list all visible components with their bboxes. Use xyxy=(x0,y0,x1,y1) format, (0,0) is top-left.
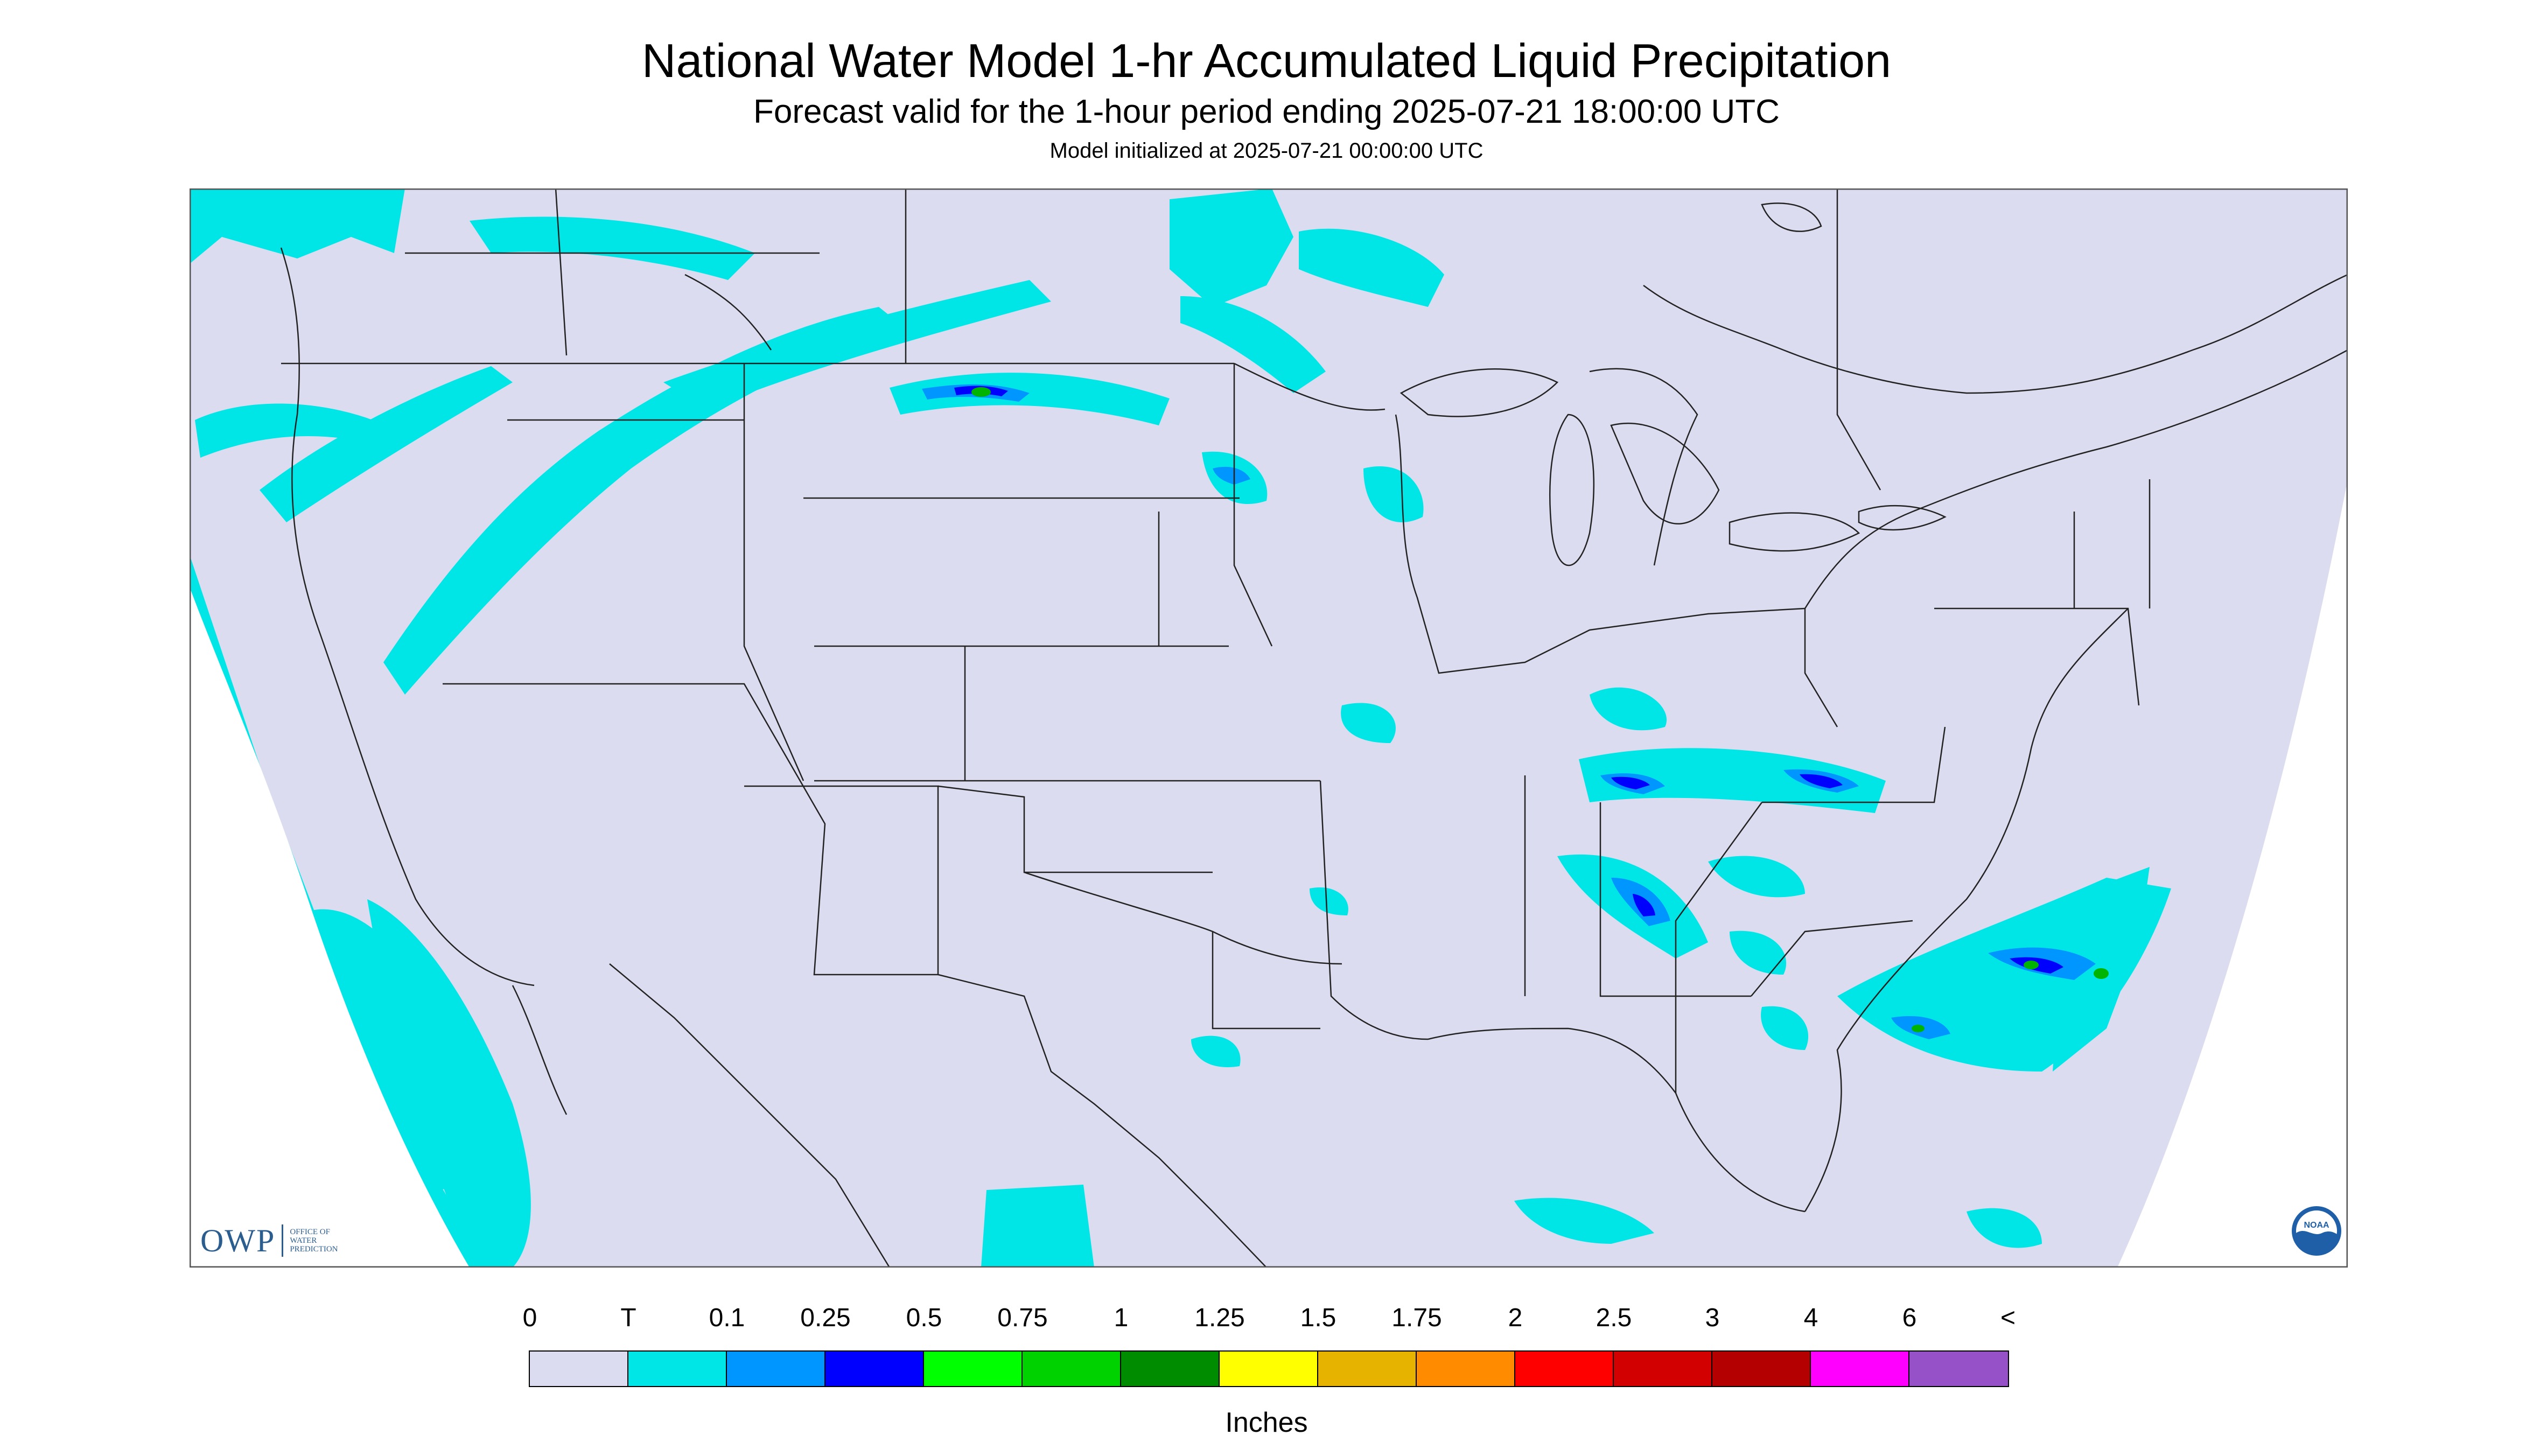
legend-label: < xyxy=(2000,1304,2016,1332)
legend-swatch xyxy=(1515,1352,1614,1386)
legend-units: Inches xyxy=(1225,1407,1308,1438)
model-init-line: Model initialized at 2025-07-21 00:00:00… xyxy=(1049,139,1484,163)
legend-label: 0 xyxy=(522,1304,537,1332)
legend-swatch xyxy=(1220,1352,1318,1386)
legend-swatch xyxy=(727,1352,825,1386)
legend-swatch xyxy=(1318,1352,1417,1386)
legend-label: 0.1 xyxy=(709,1304,745,1332)
legend-label: 0.5 xyxy=(906,1304,942,1332)
legend-label: 1.75 xyxy=(1391,1304,1442,1332)
legend-swatch xyxy=(1712,1352,1811,1386)
legend-label: 2.5 xyxy=(1596,1304,1632,1332)
legend-swatch xyxy=(1417,1352,1515,1386)
legend-swatch xyxy=(1121,1352,1220,1386)
legend-label: 4 xyxy=(1803,1304,1818,1332)
legend-swatch xyxy=(1023,1352,1121,1386)
state-and-country-boundaries xyxy=(280,188,2348,1268)
precip-area-northern-plains-band xyxy=(663,280,1170,425)
noaa-logo: NOAA xyxy=(2292,1206,2341,1256)
domain-edge-east xyxy=(2117,479,2348,1268)
noaa-logo-text: NOAA xyxy=(2304,1221,2329,1230)
legend-label: 2 xyxy=(1508,1304,1523,1332)
precip-area-southeast-cells xyxy=(1557,854,1809,1050)
domain-edge-west-mask xyxy=(190,587,470,1268)
precip-area-ohio-valley-cells xyxy=(1579,748,1886,813)
legend-swatch xyxy=(1811,1352,1909,1386)
forecast-valid-subtitle: Forecast valid for the 1-hour period end… xyxy=(753,93,1780,130)
legend-label: 0.75 xyxy=(997,1304,1048,1332)
legend-color-bar xyxy=(529,1350,2009,1387)
precipitation-map: .trace { fill: #00e6e6; } .light { fill:… xyxy=(190,188,2348,1268)
legend-label: 6 xyxy=(1902,1304,1917,1332)
owp-logo-text: OFFICE OF WATER PREDICTION xyxy=(290,1228,338,1254)
legend-label: 3 xyxy=(1705,1304,1720,1332)
chart-title: National Water Model 1-hr Accumulated Li… xyxy=(641,34,1892,87)
pacific-offshore-overlay xyxy=(367,899,531,1268)
precip-area-atlantic-offshore-cells xyxy=(1837,867,2171,1072)
legend-label: 1.25 xyxy=(1194,1304,1245,1332)
legend-label: 1.5 xyxy=(1300,1304,1337,1332)
precip-area-upper-midwest-cells xyxy=(1170,188,1667,743)
owp-logo: OWP OFFICE OF WATER PREDICTION xyxy=(200,1222,338,1259)
precip-area-gulf-scattered-cells xyxy=(981,887,2042,1268)
legend-labels: 0 T 0.1 0.25 0.5 0.75 1 1.25 1.5 1.75 2 2.5 3 4 6 < xyxy=(0,1303,2533,1335)
owp-logo-divider xyxy=(282,1224,284,1257)
legend-label: 1 xyxy=(1114,1304,1129,1332)
legend-label: 0.25 xyxy=(800,1304,851,1332)
map-frame xyxy=(190,188,2348,1268)
legend-swatch xyxy=(530,1352,628,1386)
legend-swatch xyxy=(1614,1352,1712,1386)
great-lakes-outlines xyxy=(1400,202,1947,566)
legend-swatch xyxy=(825,1352,924,1386)
legend-swatch xyxy=(924,1352,1023,1386)
legend-swatch xyxy=(628,1352,727,1386)
owp-logo-mark: OWP xyxy=(200,1222,276,1258)
legend-label: T xyxy=(620,1304,636,1332)
legend-swatch xyxy=(1909,1352,2008,1386)
